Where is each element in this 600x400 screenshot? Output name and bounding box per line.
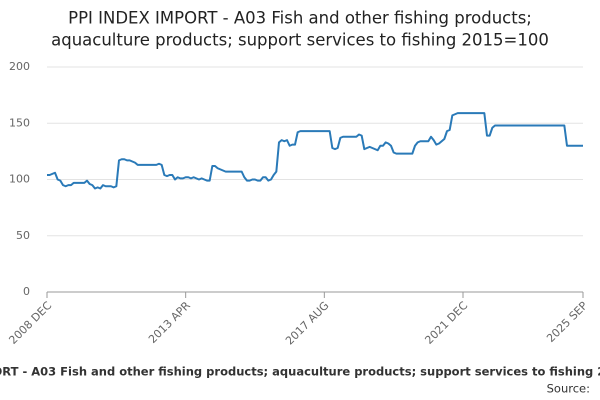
y-tick-label: 50: [16, 229, 30, 242]
x-tick-label: 2008 DEC: [6, 299, 54, 347]
source: Source:: [547, 382, 590, 396]
y-tick-label: 100: [9, 173, 30, 186]
chart-title: PPI INDEX IMPORT - A03 Fish and other fi…: [68, 9, 532, 28]
x-tick-label: 2021 DEC: [422, 299, 470, 347]
y-tick-label: 0: [23, 285, 30, 298]
x-tick-label: 2017 AUG: [283, 299, 332, 348]
data-line: [47, 112, 583, 190]
x-tick-label: 2025 SEP: [544, 299, 590, 345]
x-tick-label: 2013 APR: [146, 299, 193, 346]
y-tick-label: 150: [9, 116, 30, 129]
chart-title: aquaculture products; support services t…: [51, 31, 549, 50]
y-tick-label: 200: [9, 60, 30, 73]
footer-title: PPI INDEX IMPORT - A03 Fish and other fi…: [0, 365, 600, 379]
